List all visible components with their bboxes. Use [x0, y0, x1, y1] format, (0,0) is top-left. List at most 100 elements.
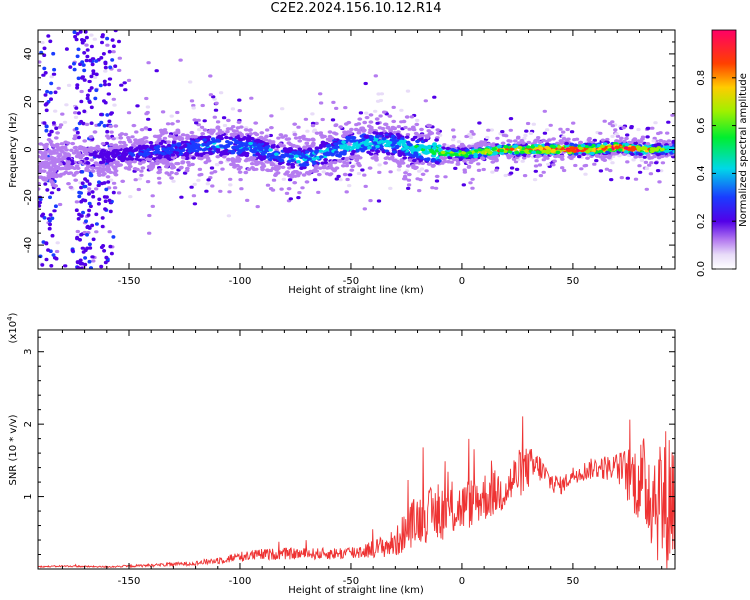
heatmap-cell: [608, 169, 613, 173]
heatmap-cell: [301, 134, 306, 138]
heatmap-cell: [81, 25, 85, 28]
heatmap-cell: [481, 167, 486, 172]
heatmap-cell: [72, 166, 78, 170]
heatmap-cell: [273, 172, 279, 176]
heatmap-cell: [303, 155, 309, 159]
heatmap-cell: [123, 166, 129, 170]
heatmap-cell: [406, 183, 412, 187]
heatmap-cell: [277, 142, 283, 146]
colorbar: 0.0 0.2 0.4 0.6 0.8 Normalized spectral ampl…: [696, 29, 749, 277]
heatmap-cell: [665, 131, 670, 135]
heatmap-cell: [77, 135, 81, 140]
heatmap-cell: [571, 121, 576, 125]
heatmap-cell: [99, 245, 104, 250]
heatmap-cell: [387, 141, 393, 145]
heatmap-cell: [368, 120, 374, 124]
heatmap-cell: [172, 131, 178, 135]
heatmap-cell: [461, 151, 466, 155]
heatmap-cell: [63, 170, 69, 175]
heatmap-cell: [550, 145, 556, 149]
heatmap-cell: [92, 151, 98, 155]
heatmap-cell: [389, 155, 395, 160]
heatmap-cell: [53, 159, 59, 163]
heatmap-cell: [137, 161, 143, 166]
heatmap-cell: [391, 119, 397, 124]
heatmap-cell: [107, 119, 112, 124]
heatmap-cell: [221, 155, 227, 159]
heatmap-cell: [40, 153, 46, 157]
heatmap-cell: [43, 71, 48, 75]
heatmap-cell: [141, 140, 147, 144]
heatmap-cell: [613, 128, 618, 132]
heatmap-cell: [44, 124, 49, 129]
heatmap-cell: [537, 163, 543, 167]
heatmap-cell: [580, 143, 586, 148]
heatmap-cell: [379, 131, 384, 136]
heatmap-cell: [119, 132, 125, 136]
heatmap-cell: [404, 149, 410, 153]
heatmap-cell: [144, 96, 149, 101]
heatmap-cell: [228, 162, 234, 167]
colorbar-tick-label: 0.0: [696, 261, 707, 277]
heatmap-cell: [242, 136, 248, 140]
heatmap-cell: [573, 163, 578, 168]
heatmap-cell: [89, 173, 94, 178]
heatmap-cell: [146, 152, 151, 156]
y-tick-label: 2: [23, 421, 34, 427]
heatmap-cell: [274, 152, 279, 156]
heatmap-cell: [629, 125, 634, 129]
heatmap-cell: [630, 148, 635, 152]
heatmap-cell: [456, 140, 462, 144]
heatmap-cell: [443, 175, 448, 179]
heatmap-cell: [49, 191, 55, 195]
heatmap-cell: [440, 150, 446, 155]
spectrogram-x-ticks: -150 -100 -50 0 50: [61, 30, 663, 287]
heatmap-cell: [164, 171, 170, 175]
x-tick-label: 50: [567, 576, 580, 587]
heatmap-cell: [286, 187, 292, 191]
heatmap-cell: [76, 217, 81, 221]
heatmap-cell: [451, 128, 456, 132]
heatmap-cell: [92, 309, 96, 312]
heatmap-cell: [113, 30, 118, 33]
heatmap-cell: [202, 119, 207, 123]
heatmap-cell: [609, 178, 614, 182]
heatmap-cell: [610, 120, 615, 124]
heatmap-cell: [649, 156, 655, 160]
heatmap-cell: [101, 157, 107, 161]
heatmap-cell: [80, 60, 85, 64]
heatmap-cell: [76, 265, 81, 269]
heatmap-cell: [73, 111, 78, 115]
heatmap-cell: [402, 156, 408, 160]
heatmap-cell: [121, 152, 126, 156]
heatmap-cell: [72, 67, 77, 72]
heatmap-cell: [98, 83, 103, 88]
heatmap-cell: [38, 204, 42, 208]
heatmap-cell: [144, 112, 149, 116]
heatmap-cell: [78, 147, 84, 151]
heatmap-cell: [73, 178, 79, 182]
heatmap-cell: [201, 148, 207, 152]
heatmap-cell: [605, 150, 610, 154]
heatmap-cell: [74, 126, 79, 131]
heatmap-cell: [463, 154, 469, 158]
heatmap-cell: [332, 169, 337, 173]
heatmap-cell: [647, 163, 652, 167]
heatmap-cell: [99, 120, 104, 125]
x-tick-label: -150: [118, 276, 141, 287]
heatmap-cell: [146, 61, 151, 65]
heatmap-cell: [128, 195, 133, 199]
heatmap-cell: [232, 132, 238, 136]
x-tick-label: -150: [118, 576, 141, 587]
heatmap-cell: [559, 154, 565, 159]
heatmap-cell: [108, 112, 113, 116]
heatmap-cell: [423, 99, 428, 103]
heatmap-cell: [316, 190, 321, 194]
heatmap-cell: [413, 153, 419, 157]
heatmap-cell: [435, 128, 441, 132]
heatmap-cell: [521, 156, 527, 160]
heatmap-cell: [85, 48, 90, 52]
heatmap-cell: [434, 179, 440, 183]
heatmap-cell: [419, 167, 425, 171]
heatmap-cell: [453, 153, 459, 157]
